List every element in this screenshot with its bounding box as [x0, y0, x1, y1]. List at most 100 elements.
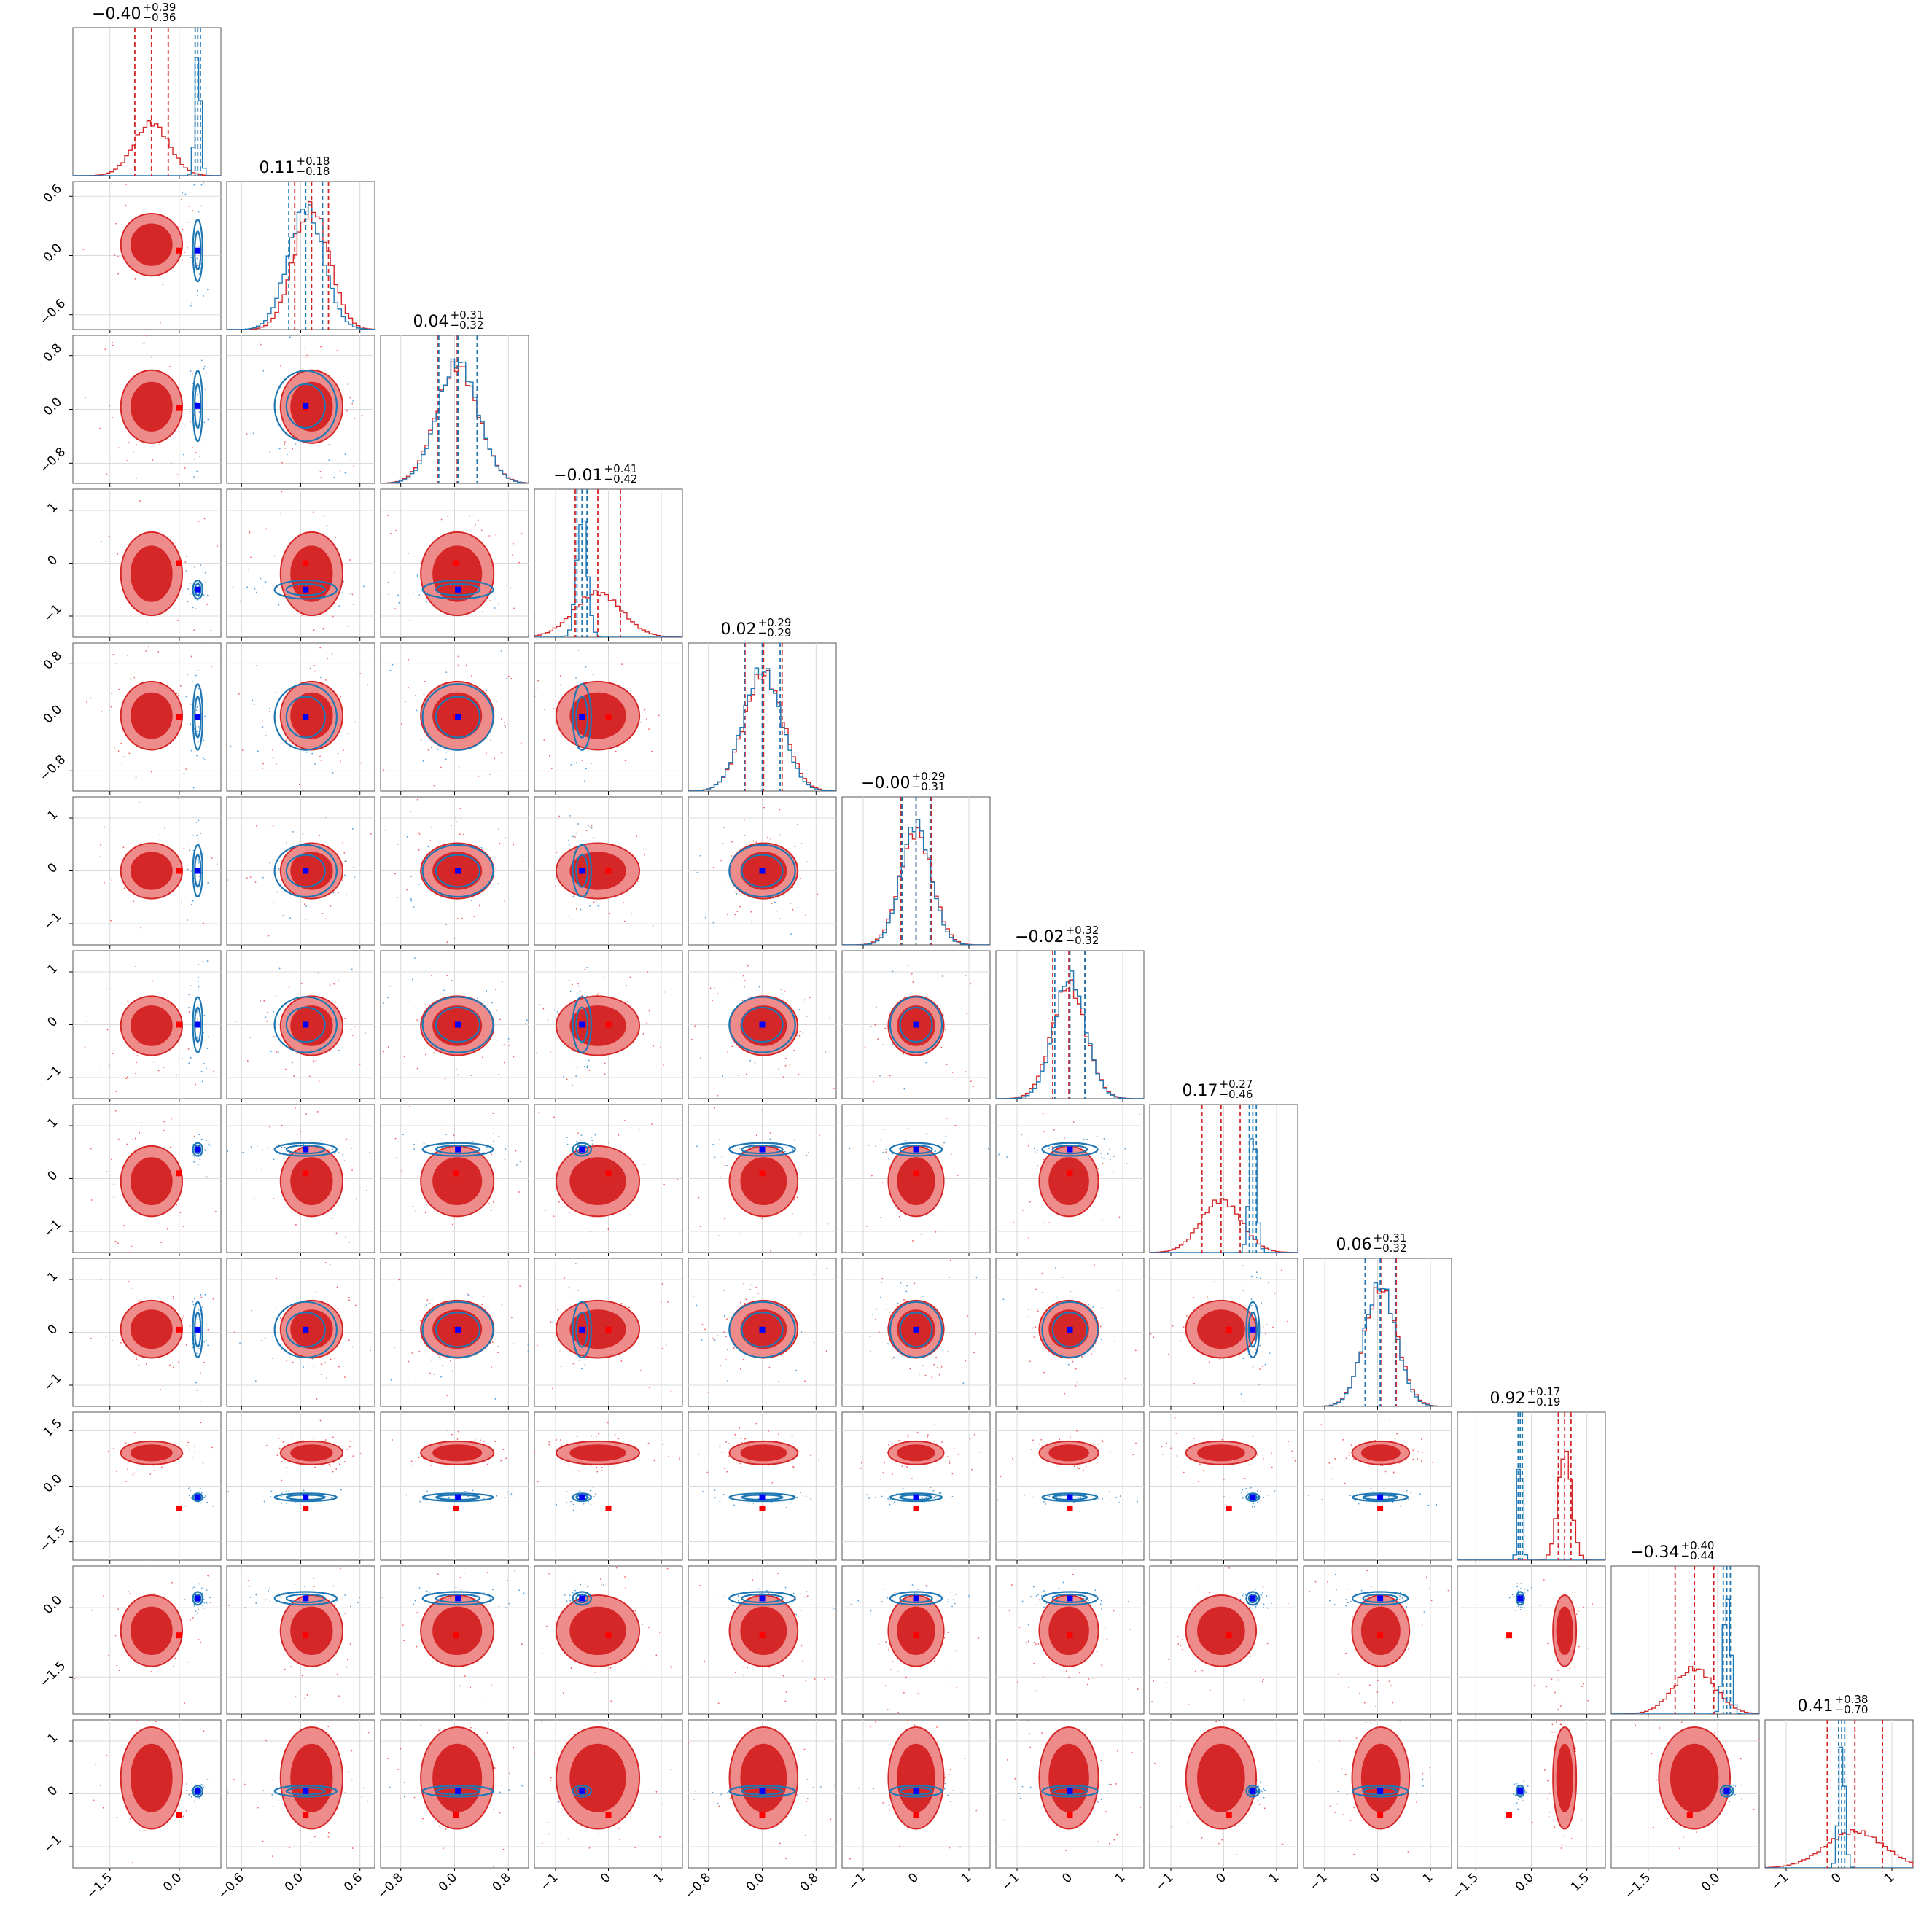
- sample-point-blue: [303, 1366, 305, 1368]
- sample-point-red: [1342, 1438, 1344, 1441]
- panel-1-0: [69, 181, 222, 333]
- sample-point-red: [389, 985, 391, 987]
- panel-title-plus: +0.27: [1220, 1078, 1253, 1091]
- sample-point-blue: [795, 1369, 798, 1371]
- sample-point-red: [1257, 1454, 1258, 1456]
- truth-marker-blue: [303, 1326, 309, 1333]
- sample-point-red: [182, 1317, 183, 1320]
- sample-point-red: [228, 1605, 230, 1606]
- sample-point-red: [954, 1124, 957, 1126]
- sample-point-blue: [579, 1585, 581, 1587]
- sample-point-blue: [479, 903, 481, 905]
- sample-point-blue: [196, 731, 198, 733]
- sample-point-red: [292, 448, 294, 450]
- sample-point-blue: [401, 1329, 403, 1331]
- sample-point-blue: [701, 1339, 703, 1341]
- sample-point-red: [183, 1315, 185, 1317]
- sample-point-red: [350, 1029, 352, 1031]
- sample-point-red: [100, 844, 101, 846]
- sample-point-blue: [558, 1499, 559, 1501]
- sample-point-red: [322, 912, 324, 914]
- sample-point-blue: [426, 1304, 428, 1306]
- sample-point-red: [133, 900, 135, 903]
- sample-point-blue: [198, 725, 200, 728]
- sample-point-red: [206, 604, 209, 605]
- sample-point-red: [911, 1478, 913, 1479]
- sample-point-red: [721, 1452, 723, 1454]
- sample-point-red: [353, 913, 355, 915]
- panel-content: [688, 951, 836, 1099]
- sample-point-red: [306, 354, 308, 357]
- sample-point-red: [725, 1359, 728, 1361]
- sample-point-red: [286, 1360, 288, 1362]
- sample-point-blue: [292, 1062, 294, 1064]
- sample-point-blue: [273, 1010, 275, 1013]
- sample-point-red: [535, 1052, 537, 1054]
- sample-point-red: [557, 1309, 558, 1311]
- panel-title-minus: −0.32: [451, 319, 484, 332]
- sample-point-red: [518, 561, 521, 564]
- sample-point-blue: [1032, 1496, 1035, 1498]
- sample-point-blue: [1137, 1500, 1139, 1503]
- sample-point-red: [1420, 1438, 1422, 1440]
- sample-point-blue: [507, 1037, 510, 1040]
- contour-blue-inner: [575, 1312, 589, 1348]
- sample-point-red: [873, 1080, 874, 1083]
- sample-point-blue: [422, 760, 424, 762]
- sample-point-red: [320, 1363, 322, 1366]
- sample-point-red: [1051, 1146, 1053, 1148]
- sample-point-red: [437, 1254, 438, 1255]
- sample-point-blue: [193, 1161, 195, 1163]
- panel-content: [381, 951, 529, 1099]
- sample-point-red: [942, 1145, 944, 1147]
- sample-point-red: [791, 1213, 793, 1215]
- sample-point-red: [354, 418, 356, 419]
- sample-point-red: [933, 1363, 935, 1366]
- sample-point-red: [940, 1046, 943, 1048]
- sample-point-blue: [887, 1343, 889, 1345]
- sample-point-red: [590, 1231, 591, 1232]
- sample-point-red: [892, 1473, 893, 1475]
- sample-point-red: [163, 1129, 165, 1131]
- truth-marker-blue: [1377, 1494, 1384, 1500]
- panel-5-5: −0.00 +0.29−0.31: [841, 770, 991, 949]
- truth-marker-blue: [195, 586, 201, 593]
- truth-marker-red: [303, 1632, 309, 1639]
- sample-point-blue: [1242, 1290, 1244, 1291]
- panel-content: [73, 335, 221, 483]
- sample-point-blue: [1242, 1489, 1244, 1491]
- sample-point-blue: [501, 1304, 503, 1306]
- sample-point-red: [620, 1303, 623, 1304]
- truth-marker-blue: [913, 1146, 919, 1153]
- sample-point-red: [241, 749, 244, 751]
- sample-point-red: [440, 518, 443, 521]
- sample-point-red: [481, 611, 483, 613]
- sample-point-red: [644, 854, 645, 856]
- sample-point-red: [387, 515, 389, 517]
- sample-point-red: [151, 1670, 152, 1672]
- sample-point-blue: [925, 1133, 927, 1135]
- sample-point-blue: [936, 1496, 938, 1498]
- sample-point-red: [419, 1320, 421, 1321]
- panel-title-minus: −0.18: [297, 165, 330, 178]
- sample-point-blue: [1250, 1487, 1252, 1489]
- sample-point-red: [408, 686, 409, 688]
- sample-point-red: [1022, 1209, 1024, 1211]
- sample-point-blue: [249, 1037, 252, 1038]
- contour-red-inner: [569, 852, 626, 890]
- sample-point-red: [1093, 1444, 1095, 1446]
- sample-point-blue: [410, 898, 412, 900]
- sample-point-red: [479, 905, 480, 907]
- sample-point-blue: [597, 905, 599, 907]
- sample-point-red: [150, 1566, 152, 1567]
- sample-point-red: [314, 1466, 316, 1468]
- sample-point-blue: [200, 1488, 202, 1490]
- sample-point-red: [184, 561, 187, 563]
- sample-point-blue: [182, 192, 184, 194]
- sample-point-blue: [583, 1503, 584, 1505]
- sample-point-red: [707, 1026, 709, 1028]
- sample-point-blue: [416, 574, 418, 576]
- sample-point-blue: [200, 1138, 203, 1140]
- contour-blue-outer: [273, 1142, 338, 1157]
- sample-point-blue: [608, 1142, 610, 1144]
